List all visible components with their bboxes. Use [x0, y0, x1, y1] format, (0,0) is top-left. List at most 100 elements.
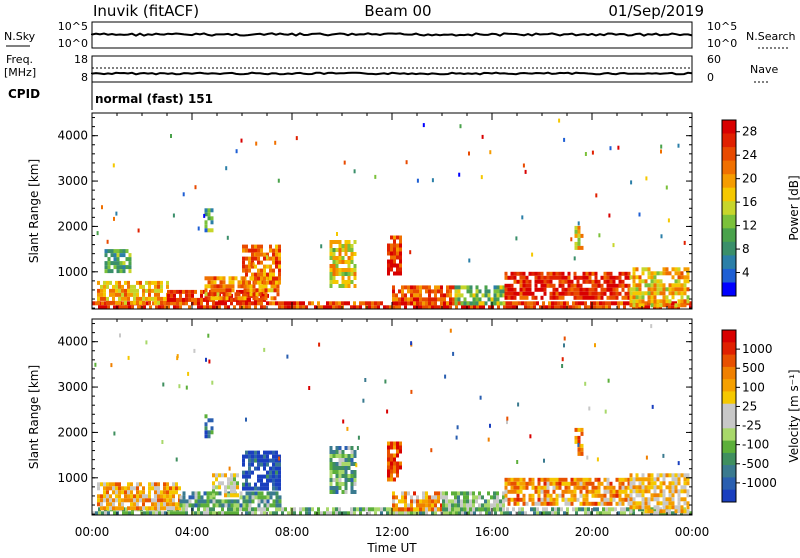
echo-cell — [329, 264, 333, 268]
echo-cell — [169, 506, 172, 511]
echo-cell — [564, 489, 568, 494]
echo-cell — [510, 287, 514, 292]
echo-cell — [97, 296, 100, 301]
echo-cell — [585, 493, 589, 498]
echo-cell — [449, 511, 452, 516]
echo-cell — [130, 502, 133, 507]
echo-cell — [225, 284, 229, 289]
echo-cell — [600, 481, 604, 486]
echo-cell — [100, 284, 103, 289]
echo-cell — [632, 485, 636, 490]
echo-cell — [488, 511, 491, 516]
echo-cell — [522, 295, 526, 300]
echo-cell — [577, 451, 581, 456]
echo-cell — [392, 305, 395, 310]
echo-cell — [160, 506, 163, 511]
echo-cell — [154, 288, 157, 293]
echo-cell — [434, 499, 437, 504]
echo-cell — [629, 287, 633, 292]
echo-cell — [609, 501, 613, 506]
echo-cell — [106, 494, 109, 499]
echo-cell — [674, 473, 678, 478]
colorbar-swatch — [722, 416, 736, 429]
echo-cell — [197, 507, 200, 512]
echo-cell — [588, 275, 592, 280]
echo-cell — [621, 287, 625, 292]
echo-cell — [525, 275, 529, 280]
echo-cell — [659, 493, 663, 498]
echo-cell — [422, 285, 425, 290]
echo-cell — [591, 150, 594, 155]
echo-cell — [591, 287, 595, 292]
echo-cell — [543, 501, 547, 506]
echo-cell — [130, 498, 133, 503]
echo-cell — [460, 491, 463, 496]
echo-cell — [653, 279, 657, 284]
echo-cell — [197, 301, 200, 306]
echo-cell — [574, 245, 578, 250]
echo-cell — [236, 289, 239, 294]
echo-cell — [404, 285, 407, 290]
echo-cell — [410, 499, 413, 504]
echo-cell — [347, 244, 351, 248]
echo-cell — [97, 486, 100, 491]
colorbar-tick-label: -1000 — [742, 476, 777, 490]
echo-cell — [404, 495, 407, 500]
echo-cell — [209, 499, 213, 504]
echo-cell — [469, 491, 472, 496]
echo-cell — [549, 477, 553, 482]
echo-cell — [496, 293, 500, 298]
echo-cell — [401, 507, 404, 512]
echo-cell — [430, 448, 433, 453]
echo-cell — [463, 297, 467, 302]
echo-cell — [641, 501, 645, 506]
echo-cell — [237, 280, 241, 285]
echo-cell — [222, 276, 226, 281]
echo-cell — [200, 297, 203, 302]
echo-cell — [585, 501, 589, 506]
echo-cell — [338, 511, 341, 516]
echo-cell — [561, 279, 565, 284]
echo-cell — [399, 263, 402, 268]
echo-cell — [236, 507, 239, 512]
echo-cell — [668, 505, 672, 510]
echo-cell — [347, 256, 351, 260]
echo-cell — [564, 485, 568, 490]
echo-cell — [335, 446, 339, 450]
echo-cell — [269, 458, 272, 463]
echo-cell — [163, 482, 166, 487]
echo-cell — [469, 503, 472, 508]
echo-cell — [230, 301, 233, 306]
echo-cell — [110, 261, 114, 266]
echo-cell — [97, 482, 100, 487]
echo-cell — [635, 485, 639, 490]
echo-cell — [579, 489, 583, 494]
echo-cell — [659, 303, 663, 308]
echo-cell — [390, 453, 393, 458]
echo-cell — [543, 481, 547, 486]
echo-cell — [641, 477, 645, 482]
echo-cell — [130, 288, 133, 293]
echo-cell — [203, 491, 207, 496]
echo-cell — [510, 489, 514, 494]
echo-cell — [407, 507, 410, 512]
echo-cell — [275, 264, 278, 269]
echo-cell — [399, 247, 402, 252]
echo-cell — [597, 279, 601, 284]
echo-cell — [410, 503, 413, 508]
echo-cell — [260, 486, 263, 491]
echo-cell — [200, 511, 203, 516]
echo-cell — [609, 146, 612, 151]
nave-label: Nave — [750, 63, 778, 76]
echo-cell — [274, 140, 277, 145]
echo-cell — [341, 458, 345, 462]
echo-cell — [542, 511, 545, 516]
echo-cell — [404, 301, 407, 306]
echo-cell — [350, 244, 354, 248]
y-tick-label: 1000 — [57, 265, 88, 279]
echo-cell — [245, 507, 248, 512]
echo-cell — [275, 470, 278, 475]
echo-cell — [555, 481, 559, 486]
echo-cell — [638, 501, 642, 506]
echo-cell — [504, 291, 508, 296]
